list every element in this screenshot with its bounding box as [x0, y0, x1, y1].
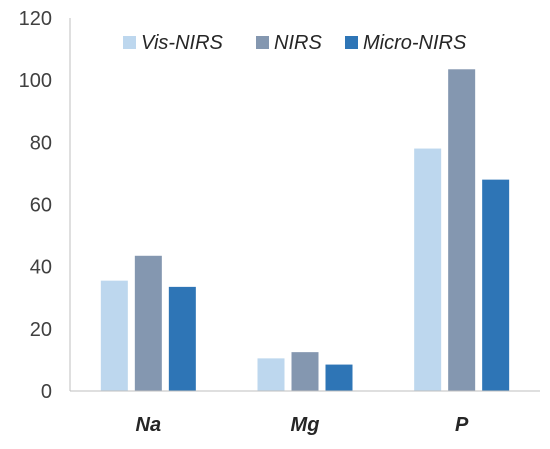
bar-micro-nirs-na: [168, 286, 196, 391]
y-tick-label: 20: [30, 319, 52, 341]
y-tick-label: 60: [30, 195, 52, 217]
bar-micro-nirs-mg: [325, 364, 353, 391]
bar-nirs-mg: [291, 352, 319, 391]
x-category-label: Mg: [291, 414, 320, 436]
legend-label: NIRS: [274, 32, 322, 54]
bar-micro-nirs-p: [482, 179, 510, 391]
y-tick-label: 120: [19, 8, 52, 30]
legend-label: Micro-NIRS: [363, 32, 467, 54]
y-tick-label: 40: [30, 257, 52, 279]
y-tick-label: 0: [41, 381, 52, 403]
y-tick-label: 80: [30, 132, 52, 154]
bar-vis-nirs-na: [100, 280, 128, 391]
y-tick-label: 100: [19, 70, 52, 92]
x-axis-categories: Na Mg P: [136, 414, 469, 436]
bar-nirs-na: [134, 255, 162, 391]
bar-vis-nirs-p: [414, 148, 442, 391]
legend-label: Vis-NIRS: [141, 32, 224, 54]
bar-nirs-p: [448, 69, 476, 391]
x-category-label: Na: [136, 414, 162, 436]
bar-vis-nirs-mg: [257, 358, 285, 391]
legend-swatch: [256, 36, 269, 49]
bars: [100, 69, 510, 391]
y-axis-ticks: 0 20 40 60 80 100 120: [19, 8, 52, 403]
x-category-label: P: [455, 414, 469, 436]
legend-swatch: [345, 36, 358, 49]
legend: Vis-NIRS NIRS Micro-NIRS: [123, 32, 467, 54]
legend-swatch: [123, 36, 136, 49]
